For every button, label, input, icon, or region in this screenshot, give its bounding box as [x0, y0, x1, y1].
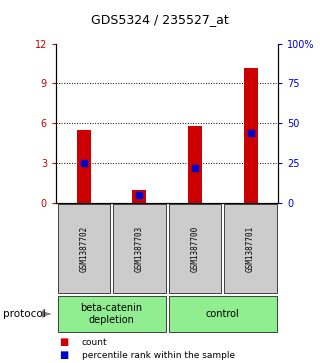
Bar: [244, 68, 258, 203]
Bar: [77, 130, 91, 203]
Text: GSM1387701: GSM1387701: [246, 225, 255, 272]
Text: count: count: [82, 338, 107, 347]
Bar: [132, 190, 146, 203]
FancyBboxPatch shape: [58, 295, 165, 333]
Text: ■: ■: [59, 337, 68, 347]
Text: ■: ■: [59, 350, 68, 360]
Text: beta-catenin
depletion: beta-catenin depletion: [81, 303, 143, 325]
FancyBboxPatch shape: [113, 204, 165, 293]
Text: protocol: protocol: [3, 309, 46, 319]
Bar: [188, 126, 202, 203]
Text: GDS5324 / 235527_at: GDS5324 / 235527_at: [91, 13, 229, 26]
Text: GSM1387702: GSM1387702: [79, 225, 88, 272]
Text: GSM1387703: GSM1387703: [135, 225, 144, 272]
FancyBboxPatch shape: [169, 204, 221, 293]
FancyBboxPatch shape: [169, 295, 277, 333]
Text: percentile rank within the sample: percentile rank within the sample: [82, 351, 235, 359]
Text: control: control: [206, 309, 240, 319]
FancyBboxPatch shape: [58, 204, 110, 293]
FancyBboxPatch shape: [224, 204, 277, 293]
Text: GSM1387700: GSM1387700: [190, 225, 199, 272]
